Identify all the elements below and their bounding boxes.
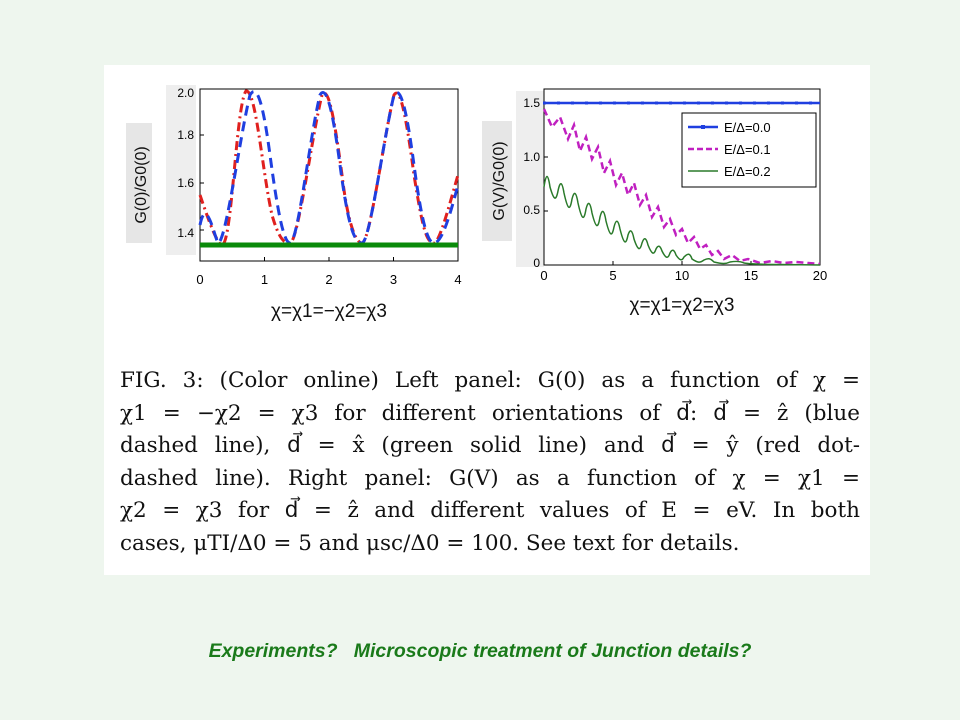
left-ytick-label: 1.6 [177,176,194,190]
right-panel-chart: G(V)/G0(0) 1.5 1.0 0.5 0 [482,88,827,316]
left-xtick-label: 1 [261,272,268,287]
left-ytick-box [166,85,196,255]
left-xtick-label: 0 [196,272,203,287]
right-ytick-label: 0.5 [523,203,540,217]
left-panel-chart: G(0)/G0(0) 2.0 1.8 1.6 1.4 0 1 2 3 4 χ=χ… [126,85,462,322]
right-ylabel: G(V)/G0(0) [491,141,508,220]
figure-card: G(0)/G0(0) 2.0 1.8 1.6 1.4 0 1 2 3 4 χ=χ… [104,65,870,575]
right-ytick-box [516,91,544,267]
left-tick-marks [199,134,459,261]
right-xlabel: χ=χ1=χ2=χ3 [630,295,735,316]
left-ylabel-box [126,123,152,243]
right-xtick-label: 20 [813,268,827,283]
legend-label-darkgreen: E/Δ=0.2 [724,164,771,179]
right-ytick-label: 1.5 [523,96,540,110]
right-xtick-label: 10 [675,268,689,283]
right-xtick-label: 0 [540,268,547,283]
right-ylabel-box [482,121,512,241]
left-xtick-label: 2 [325,272,332,287]
left-series-blue [198,90,460,245]
caption-line: χ1 = −χ2 = χ3 for different orientations… [120,400,860,426]
caption-line: dashed line). Right panel: G(V) as a fun… [120,465,860,491]
caption-line: FIG. 3: (Color online) Left panel: G(0) … [120,368,860,393]
figure-caption: FIG. 3: (Color online) Left panel: G(0) … [120,365,860,560]
right-xtick-label: 5 [609,268,616,283]
left-series-red [198,89,460,247]
left-ytick-label: 2.0 [177,86,194,100]
footer-question: Experiments? Microscopic treatment of Ju… [208,640,752,662]
caption-line: χ2 = χ3 for d⃗ = ẑ and different values … [120,498,860,523]
right-ytick-label: 1.0 [523,150,540,164]
caption-line: cases, μTI/Δ0 = 5 and μsc/Δ0 = 100. See … [120,530,740,556]
right-legend: E/Δ=0.0 E/Δ=0.1 E/Δ=0.2 [681,112,817,188]
left-xlabel: χ=χ1=−χ2=χ3 [271,301,387,322]
right-series-darkgreen [543,175,821,266]
right-ytick-label: 0 [533,256,540,270]
right-series-magenta [542,108,821,266]
left-ytick-label: 1.8 [177,128,194,142]
right-series-blue-markers [543,101,812,105]
left-ytick-label: 1.4 [177,226,194,240]
left-axes-frame [199,88,459,262]
legend-label-magenta: E/Δ=0.1 [724,142,771,157]
left-xtick-label: 4 [454,272,461,287]
caption-line: dashed line), d⃗ = x̂ (green solid line)… [120,433,860,458]
left-ylabel: G(0)/G0(0) [133,146,150,223]
right-xtick-label: 15 [744,268,758,283]
legend-label-blue: E/Δ=0.0 [724,120,771,135]
left-xtick-label: 3 [390,272,397,287]
